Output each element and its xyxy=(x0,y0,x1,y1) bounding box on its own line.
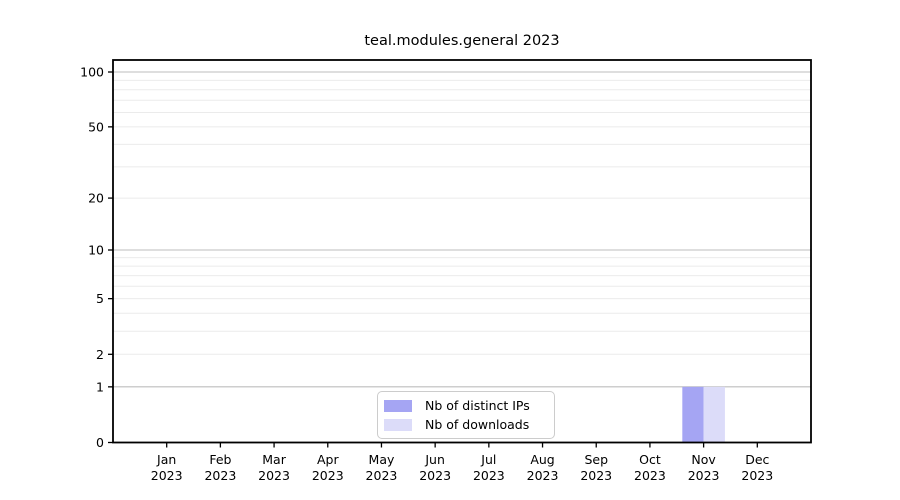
x-tick-label-month: Jan xyxy=(156,452,176,467)
x-tick-label-month: Jul xyxy=(480,452,496,467)
y-tick-label: 5 xyxy=(96,291,104,306)
x-tick-label-year: 2023 xyxy=(527,468,559,483)
x-tick-label-month: Dec xyxy=(745,452,769,467)
x-tick-label-year: 2023 xyxy=(366,468,398,483)
legend-item-downloads: Nb of downloads xyxy=(384,415,546,434)
y-tick-label: 1 xyxy=(96,379,104,394)
x-tick-label-year: 2023 xyxy=(634,468,666,483)
bar-nov-2023-series0 xyxy=(682,386,704,443)
legend-label-distinct-ips: Nb of distinct IPs xyxy=(425,398,530,413)
legend-swatch-distinct-ips xyxy=(384,399,412,412)
x-tick-label-month: Jun xyxy=(424,452,445,467)
legend-item-distinct-ips: Nb of distinct IPs xyxy=(384,396,546,415)
chart-title: teal.modules.general 2023 xyxy=(364,33,560,49)
x-tick-label-year: 2023 xyxy=(312,468,344,483)
y-tick-label: 100 xyxy=(80,65,104,80)
x-tick-label-year: 2023 xyxy=(741,468,773,483)
y-tick-label: 20 xyxy=(88,191,104,206)
y-tick-label: 2 xyxy=(96,347,104,362)
x-tick-label-month: Aug xyxy=(530,452,554,467)
x-tick-label-year: 2023 xyxy=(151,468,183,483)
x-tick-label-year: 2023 xyxy=(473,468,505,483)
x-tick-label-month: Nov xyxy=(691,452,716,467)
y-tick-label: 0 xyxy=(96,435,104,450)
axes-spines xyxy=(112,59,812,444)
y-tick-label: 10 xyxy=(88,242,104,257)
x-tick-label-year: 2023 xyxy=(419,468,451,483)
x-tick-label-month: Sep xyxy=(584,452,608,467)
x-tick-label-year: 2023 xyxy=(688,468,720,483)
x-tick-label-month: Apr xyxy=(317,452,339,467)
x-tick-label-month: Feb xyxy=(209,452,231,467)
x-tick-label-year: 2023 xyxy=(258,468,290,483)
x-tick-label-month: Oct xyxy=(639,452,661,467)
legend-label-downloads: Nb of downloads xyxy=(425,417,530,432)
y-tick-label: 50 xyxy=(88,119,104,134)
x-tick-label-year: 2023 xyxy=(204,468,236,483)
x-tick-label-month: Mar xyxy=(262,452,286,467)
x-tick-label-year: 2023 xyxy=(580,468,612,483)
legend: Nb of distinct IPs Nb of downloads xyxy=(377,391,555,439)
bar-nov-2023-series1 xyxy=(703,386,725,443)
x-tick-label-month: May xyxy=(369,452,395,467)
legend-swatch-downloads xyxy=(384,418,412,431)
